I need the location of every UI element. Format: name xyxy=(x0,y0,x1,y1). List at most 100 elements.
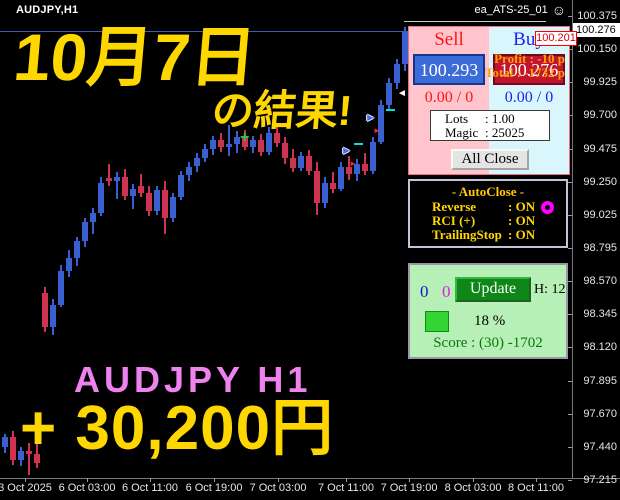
candle-wick xyxy=(228,125,230,157)
autoclose-title: - AutoClose - xyxy=(451,184,525,199)
time-axis-tick xyxy=(346,478,347,482)
count-magenta: 0 xyxy=(442,282,451,301)
candle-body xyxy=(266,132,272,152)
candle-body xyxy=(210,140,216,149)
ea-name: ea_ATS-25_01 ☺ xyxy=(475,3,566,17)
total-text: Total : -1732 p xyxy=(484,65,565,80)
trade-arrow-icon: ► xyxy=(365,112,376,124)
score-label: Score : (30) -1702 xyxy=(433,335,543,351)
candle-body xyxy=(42,292,48,327)
magic-label: Magic xyxy=(445,125,479,140)
time-axis-tick xyxy=(214,478,215,482)
price-axis-tick xyxy=(568,181,572,183)
ea-smiley-icon[interactable]: ☺ xyxy=(551,2,566,18)
candle-body xyxy=(378,104,384,142)
price-axis-tick xyxy=(568,148,572,150)
candle-body xyxy=(226,144,232,148)
time-axis-tick xyxy=(87,478,88,482)
price-axis-label: 99.475 xyxy=(583,142,617,155)
time-axis-tick xyxy=(150,478,151,482)
buy-button[interactable]: 100.276 xyxy=(493,54,565,85)
candle-body xyxy=(298,156,304,168)
trade-panel: Sell 100.293 0.00 / 0 Buy 100.276 0.00 /… xyxy=(408,26,570,175)
sell-title: Sell xyxy=(434,29,464,50)
candle-body xyxy=(58,270,64,305)
candle-body xyxy=(66,257,72,271)
candle-body xyxy=(402,31,408,64)
candle-wick xyxy=(28,442,30,475)
price-line-tag: 100.201 xyxy=(535,31,577,46)
time-axis-label: 6 Oct 03:00 xyxy=(58,482,116,494)
price-axis-tick xyxy=(568,347,572,349)
lots-label: Lots xyxy=(445,111,469,126)
price-axis-tick xyxy=(568,248,572,249)
profit-summary: Profit : -10 p Total : -1732 p xyxy=(465,52,565,80)
price-axis-separator xyxy=(572,0,573,478)
count-blue: 0 xyxy=(420,282,429,301)
price-axis-label: 98.345 xyxy=(583,308,617,321)
trailingstop-label: TrailingStop xyxy=(432,227,502,242)
time-axis-label: 7 Oct 11:00 xyxy=(317,482,375,494)
candle-body xyxy=(258,140,264,152)
update-button[interactable]: Update xyxy=(455,277,531,302)
price-axis-tick xyxy=(568,281,572,283)
candle-body xyxy=(18,451,24,461)
price-axis-tick xyxy=(568,16,572,17)
percent-label: 18 % xyxy=(474,313,506,329)
candle-body xyxy=(34,454,40,464)
update-panel: 0 0 Update H: 12 18 % Score : (30) -1702 xyxy=(408,263,568,359)
candle-body xyxy=(242,137,248,148)
profit-text: Profit : -10 p xyxy=(494,51,565,66)
price-axis-label: 97.670 xyxy=(583,407,617,420)
current-price-label: 100.276 xyxy=(573,23,620,37)
candle-body xyxy=(146,192,152,211)
price-axis-label: 97.440 xyxy=(583,440,617,453)
candle-body xyxy=(306,156,312,171)
price-axis-tick xyxy=(568,380,572,382)
candle-body xyxy=(362,163,368,171)
price-axis-label: 100.150 xyxy=(577,43,617,56)
candle-body xyxy=(370,141,376,171)
all-close-button[interactable]: All Close xyxy=(451,149,529,170)
sell-button[interactable]: 100.293 xyxy=(413,54,485,85)
price-axis-label: 98.795 xyxy=(583,242,617,254)
candle-body xyxy=(2,436,8,447)
time-axis-label: 8 Oct 03:00 xyxy=(444,482,502,494)
price-axis-label: 98.120 xyxy=(583,341,617,354)
progress-led[interactable] xyxy=(425,311,449,332)
candle-body xyxy=(274,132,280,143)
time-axis-label: 6 Oct 11:00 xyxy=(121,482,179,494)
trade-arrow-icon: ► xyxy=(341,145,352,157)
small-trade-arrow-icon: ► xyxy=(349,159,357,168)
time-axis-tick xyxy=(409,478,410,482)
candle-body xyxy=(130,188,136,196)
small-trade-arrow-icon: ► xyxy=(373,126,381,135)
candlestick-chart xyxy=(2,27,408,475)
time-axis-label: 7 Oct 03:00 xyxy=(249,482,307,494)
h-counter-label: H: 12 xyxy=(534,282,566,297)
candle-body xyxy=(338,166,344,189)
sell-stats: 0.00 / 0 xyxy=(424,89,474,106)
ea-name-underline xyxy=(404,21,546,22)
bid-price-line xyxy=(0,30,572,32)
candle-body xyxy=(194,157,200,167)
close-level-dash xyxy=(354,143,363,145)
candle-body xyxy=(314,170,320,204)
candle-body xyxy=(202,148,208,158)
price-axis-tick xyxy=(568,480,572,481)
rci-value: : ON xyxy=(508,213,536,228)
time-axis-label: 6 Oct 19:00 xyxy=(185,482,243,494)
overlay-result-text: の結果! xyxy=(209,87,355,134)
candle-body xyxy=(26,451,32,455)
candle-body xyxy=(250,140,256,148)
time-axis-separator xyxy=(0,478,620,479)
candle-body xyxy=(394,63,400,83)
price-axis-label: 99.925 xyxy=(583,76,617,89)
lots-magic-box: Lots: 1.00 Magic: 25025 xyxy=(430,110,550,141)
candle-body xyxy=(10,436,16,461)
candle-wick xyxy=(108,163,110,186)
price-axis-label: 98.570 xyxy=(583,275,617,288)
candle-wick xyxy=(132,184,134,210)
candle-body xyxy=(74,241,80,258)
